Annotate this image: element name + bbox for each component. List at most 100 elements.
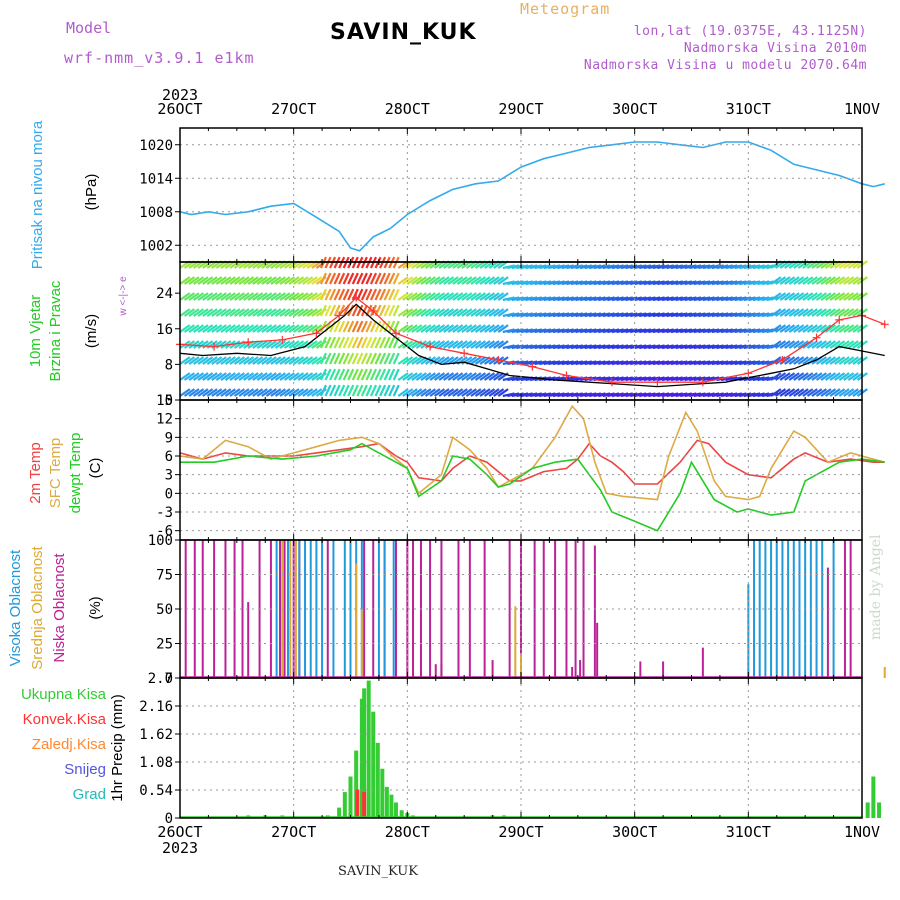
y-tick-label: 2.7 (148, 671, 173, 687)
wind-barb (497, 388, 509, 397)
wind-barb (179, 292, 191, 301)
wind-barb (183, 308, 196, 317)
pressure-label: Pritisak na nivou mora (29, 120, 46, 269)
wind-barb (319, 304, 328, 317)
wind-barb (302, 308, 314, 317)
wind-barb (342, 272, 350, 285)
wind-barb (483, 276, 496, 285)
wind-barb (306, 372, 318, 381)
wind-barb (474, 308, 486, 317)
footer-station-label: SAVIN_KUK (338, 864, 418, 879)
wind-barb (224, 372, 236, 381)
wind-barb (238, 324, 250, 333)
y-tick-label: 100 (148, 533, 173, 549)
bar-high_cloud (321, 540, 324, 678)
wind-barb (847, 276, 859, 285)
y-tick-label: 1014 (139, 171, 173, 187)
wind-barb (356, 368, 364, 381)
wind-barb (443, 276, 455, 285)
wind-barb (360, 272, 368, 285)
bar-low_cloud (412, 540, 415, 678)
top-tick-label: 28OCT (385, 100, 430, 118)
wind-barb (838, 276, 850, 285)
wind-barb (438, 324, 450, 333)
wind-barb (779, 356, 791, 365)
wind-barb (465, 324, 477, 333)
wind-barb (411, 356, 423, 365)
bar-total_precip (348, 776, 353, 818)
wind-barb (229, 372, 241, 381)
wind-barb (779, 308, 791, 317)
wind-barb (356, 336, 364, 349)
wind-barb (452, 388, 464, 397)
wind-barb (397, 292, 409, 301)
wind-barb (388, 304, 396, 317)
wind-barb (456, 388, 468, 397)
wind-barb (797, 372, 809, 381)
wind-barb (847, 388, 859, 397)
wind-barb (338, 288, 346, 301)
wind-barb (324, 272, 332, 285)
wind-barb (429, 276, 441, 285)
wind-barb (784, 324, 796, 333)
wind-barb (429, 324, 441, 333)
wind-barb (329, 288, 337, 301)
wind-barb (338, 352, 346, 365)
wind-barb (211, 388, 223, 397)
wind-barb (429, 356, 441, 365)
wind-barb (288, 292, 300, 301)
wind-barb (497, 324, 509, 333)
wind-barb (265, 308, 277, 317)
wind-barb (193, 372, 205, 381)
wind-barb (324, 288, 332, 301)
wind-barb (311, 340, 323, 349)
wind-barb (433, 292, 446, 301)
bottom-tick-label: 1NOV (844, 823, 880, 841)
wind-barb (474, 340, 486, 349)
wind-barb (493, 308, 505, 317)
wind-barb (329, 272, 337, 285)
wind-barb (392, 272, 400, 285)
wind-barb (229, 276, 241, 285)
model-value: wrf-nmm_v3.9.1 e1km (64, 49, 255, 67)
wind-barb (238, 356, 250, 365)
wind-barb (474, 276, 486, 285)
wind-barb (438, 372, 450, 381)
wind-barb (274, 276, 286, 285)
wind-barb (461, 324, 473, 333)
y-tick-label: 0.54 (139, 783, 173, 799)
wind-barb (351, 384, 359, 397)
wind-barb (770, 356, 782, 365)
wind-barb (811, 324, 823, 333)
wind-barb (438, 308, 450, 317)
wind-barb (784, 308, 796, 317)
wind-barb (202, 276, 214, 285)
wind-barb (261, 292, 273, 301)
wind-barb (379, 272, 387, 285)
bar-high_cloud (832, 540, 835, 678)
wind-barb (302, 276, 314, 285)
wind-barb (247, 372, 259, 381)
wind-barb (188, 308, 200, 317)
wind-barb (424, 388, 436, 397)
wind-barb (824, 340, 837, 349)
wind-barb (479, 308, 491, 317)
bar-low_cloud (491, 660, 494, 678)
wind-barb (852, 324, 864, 333)
wind-barb (338, 384, 346, 397)
wind-barb (319, 336, 328, 349)
wind-barb (211, 308, 223, 317)
wind-barb (406, 388, 418, 397)
bar-low_cloud (224, 540, 227, 678)
wind-barb (351, 272, 359, 285)
wind-barb (383, 352, 391, 365)
bar-high_cloud (781, 540, 784, 678)
bar-low_cloud (593, 545, 596, 678)
wind-barb (770, 276, 782, 285)
wind-barb (220, 372, 232, 381)
wind-barb (243, 388, 255, 397)
wind-barb (283, 276, 296, 285)
gust-marker (698, 378, 707, 387)
wind-barb (279, 356, 291, 365)
wind-barb (379, 336, 387, 349)
